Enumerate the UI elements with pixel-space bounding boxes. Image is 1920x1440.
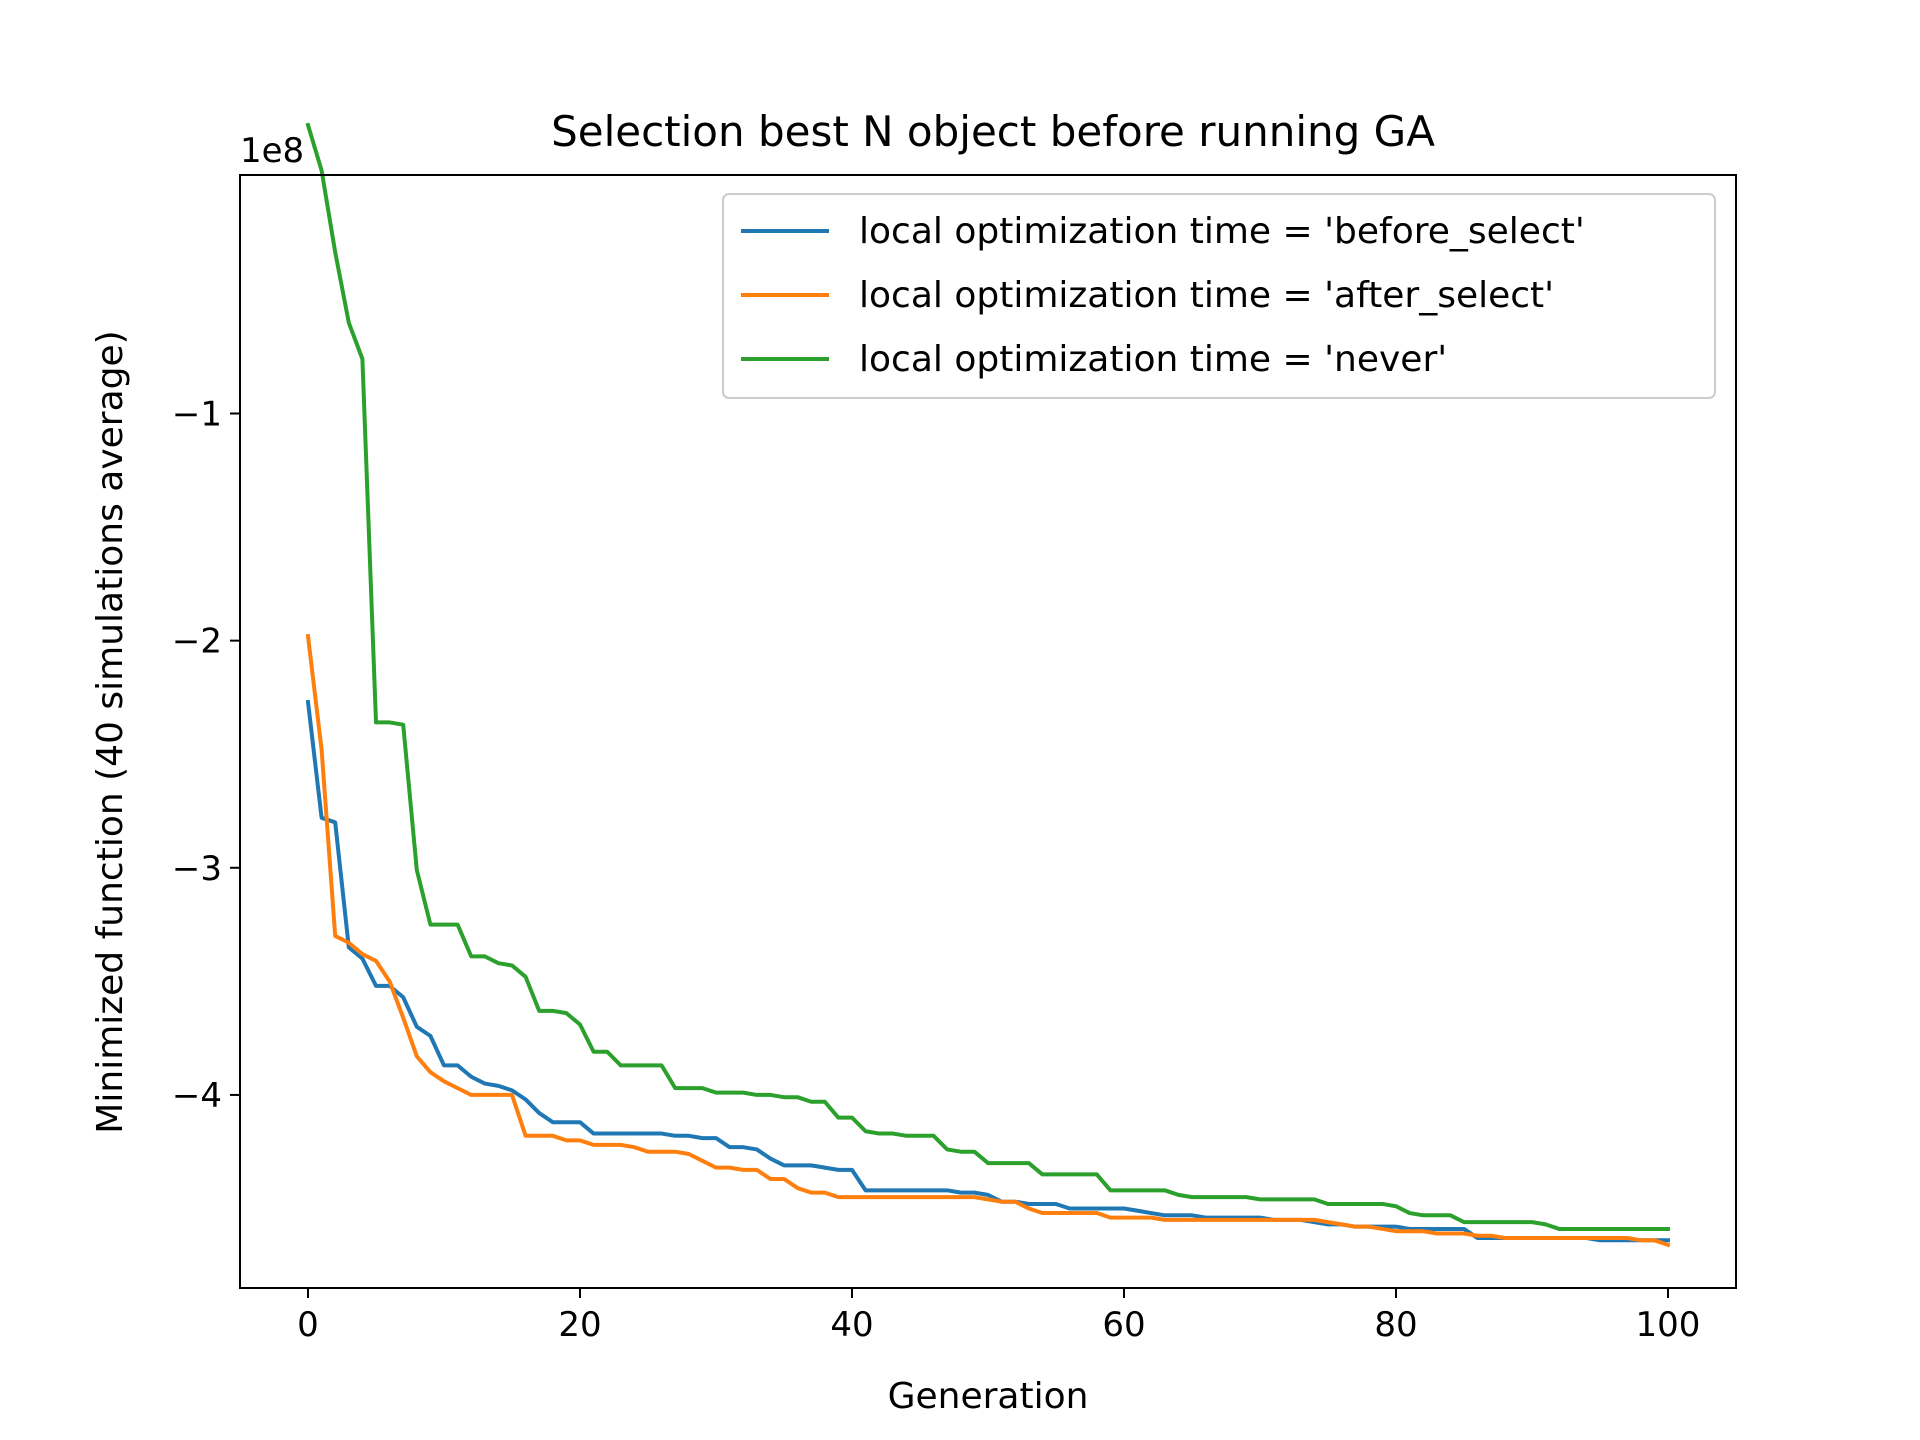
y-axis-label: Minimized function (40 simulations avera…: [90, 330, 131, 1133]
y-tick-label: −3: [172, 849, 222, 889]
x-tick-label: 80: [1374, 1305, 1417, 1345]
legend-box: [722, 193, 1716, 399]
y-tick-label: −2: [172, 622, 222, 662]
legend-label-0: local optimization time = 'before_select…: [859, 211, 1585, 252]
x-tick-label: 100: [1636, 1305, 1701, 1345]
y-tick-label: −4: [172, 1076, 222, 1116]
legend: local optimization time = 'before_select…: [722, 193, 1716, 399]
plot-frame: [239, 174, 1737, 1289]
series-layer: [305, 122, 1671, 1248]
x-axis-label: Generation: [888, 1376, 1089, 1417]
chart-title: Selection best N object before running G…: [551, 107, 1435, 156]
y-tick-label: −1: [172, 395, 222, 435]
legend-label-1: local optimization time = 'after_select': [859, 275, 1554, 316]
y-axis-ticks: −1 −2 −3 −4: [172, 395, 240, 1116]
x-tick-label: 60: [1102, 1305, 1145, 1345]
x-tick-label: 20: [558, 1305, 601, 1345]
series-line-1: [305, 633, 1671, 1248]
x-tick-label: 0: [297, 1305, 319, 1345]
x-tick-label: 40: [830, 1305, 873, 1345]
x-axis-ticks: 0 20 40 60 80 100: [297, 1288, 1700, 1345]
series-line-2: [305, 122, 1670, 1231]
y-axis-offset-label: 1e8: [240, 131, 304, 171]
series-line-0: [305, 699, 1670, 1243]
legend-label-2: local optimization time = 'never': [859, 339, 1447, 380]
